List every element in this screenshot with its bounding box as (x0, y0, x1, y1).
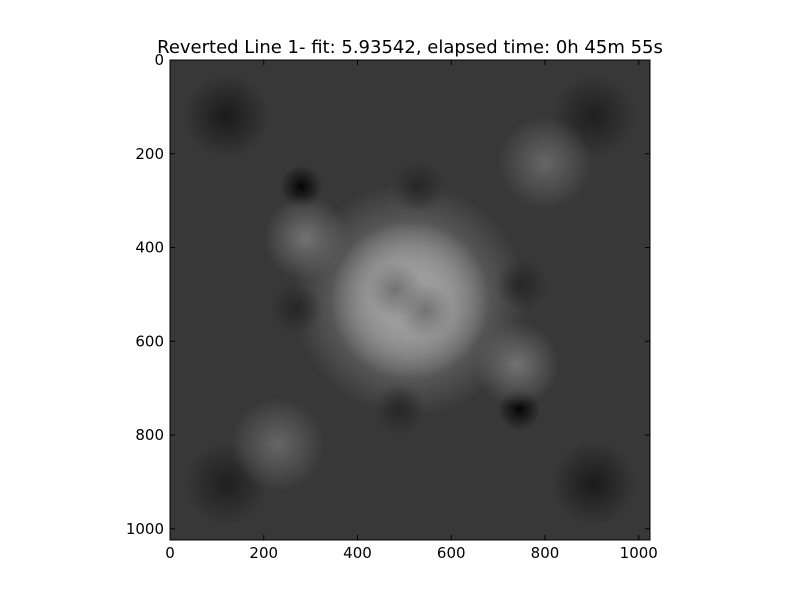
chart-title: Reverted Line 1- fit: 5.93542, elapsed t… (157, 37, 663, 58)
x-tick-label: 600 (437, 544, 466, 562)
x-tick-label: 400 (343, 544, 372, 562)
y-tick-label: 0 (154, 51, 164, 69)
dark-region (184, 74, 269, 159)
heatmap-features (184, 74, 636, 526)
dark-region (397, 282, 454, 339)
x-tick-label: 0 (165, 544, 175, 562)
x-tick-label: 800 (531, 544, 560, 562)
y-tick-label: 400 (135, 239, 164, 257)
y-tick-label: 200 (135, 145, 164, 163)
dark-region (373, 383, 426, 435)
y-tick-label: 800 (135, 426, 164, 444)
bright-region (498, 116, 592, 210)
plot-area (170, 60, 650, 540)
bright-region (474, 322, 560, 407)
x-tick-label: 200 (249, 544, 278, 562)
plot-frame (169, 59, 651, 541)
y-tick-label: 1000 (126, 520, 164, 538)
dark-region (495, 259, 548, 311)
bright-region (263, 195, 349, 281)
bright-region (230, 397, 325, 492)
x-tick-label: 1000 (620, 544, 658, 562)
dark-region (392, 160, 445, 213)
dark-region (270, 282, 323, 335)
dark-region (551, 441, 636, 526)
y-tick-label: 600 (135, 332, 164, 350)
